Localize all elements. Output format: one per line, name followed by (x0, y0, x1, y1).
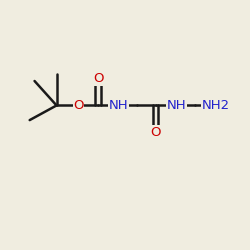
Text: NH2: NH2 (202, 99, 230, 112)
Text: O: O (150, 126, 161, 139)
Text: O: O (93, 72, 103, 85)
Text: O: O (73, 99, 84, 112)
Text: NH: NH (166, 99, 186, 112)
Text: NH: NH (109, 99, 129, 112)
